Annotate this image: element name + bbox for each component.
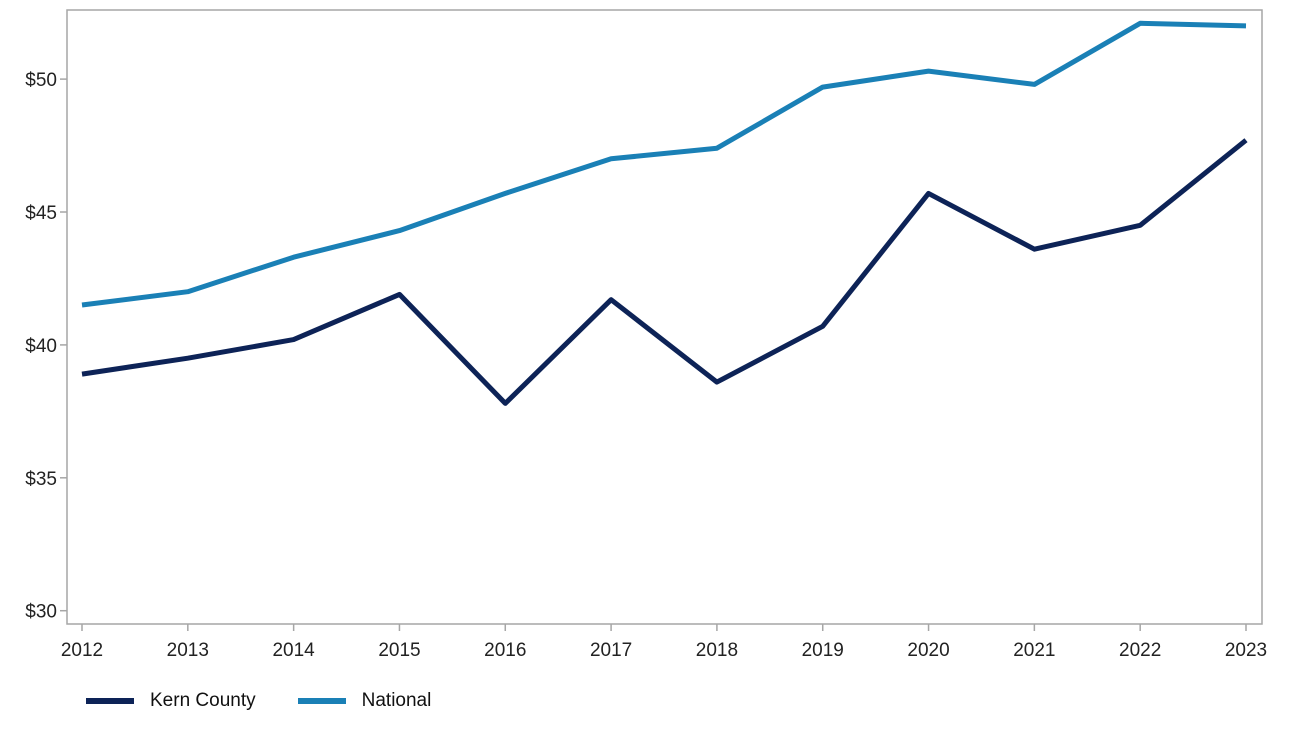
x-tick-label: 2015 [378, 640, 420, 661]
legend-label-series-2: National [361, 690, 432, 711]
legend-label-series-1: Kern County [150, 690, 256, 711]
series-layer [81, 20, 1248, 406]
x-tick-label: 2020 [907, 640, 949, 661]
legend: Kern County National [86, 690, 473, 712]
x-tick-label: 2013 [167, 640, 209, 661]
x-tick-label: 2017 [590, 640, 632, 661]
x-tick-label: 2023 [1225, 640, 1267, 661]
y-tick-label: $35 [25, 469, 57, 490]
x-tick-label: 2016 [484, 640, 526, 661]
legend-swatch-series-1 [86, 698, 134, 704]
legend-swatch-series-2 [297, 698, 346, 704]
y-axis: $30 $35 $40 $45 $50 [25, 70, 67, 623]
x-tick-label: 2021 [1013, 640, 1055, 661]
y-tick-label: $45 [25, 203, 57, 224]
plot-frame [66, 9, 1263, 625]
y-tick-label: $40 [25, 336, 57, 357]
x-tick-label: 2022 [1119, 640, 1161, 661]
x-axis: 2012 2013 2014 2015 2016 2017 2018 2019 2020 2021… [61, 624, 1267, 661]
legend-item-series-1: Kern County [86, 690, 256, 712]
x-tick-label: 2012 [61, 640, 103, 661]
x-tick-label: 2018 [696, 640, 738, 661]
y-tick-label: $30 [25, 602, 57, 623]
x-tick-label: 2014 [272, 640, 315, 661]
x-tick-label: 2019 [802, 640, 844, 661]
legend-item-series-2: National [297, 690, 432, 712]
series-line-2 [81, 20, 1247, 308]
series-line-1 [81, 138, 1248, 406]
y-tick-label: $50 [25, 70, 57, 91]
